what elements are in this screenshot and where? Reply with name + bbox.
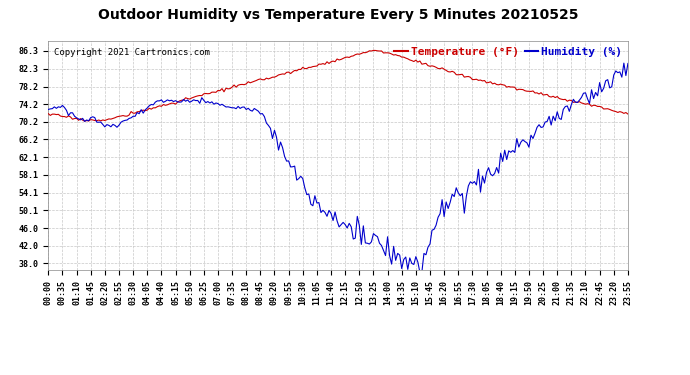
Text: Copyright 2021 Cartronics.com: Copyright 2021 Cartronics.com [54,48,210,57]
Legend: Temperature (°F), Humidity (%): Temperature (°F), Humidity (%) [395,47,622,57]
Text: Outdoor Humidity vs Temperature Every 5 Minutes 20210525: Outdoor Humidity vs Temperature Every 5 … [98,9,578,22]
